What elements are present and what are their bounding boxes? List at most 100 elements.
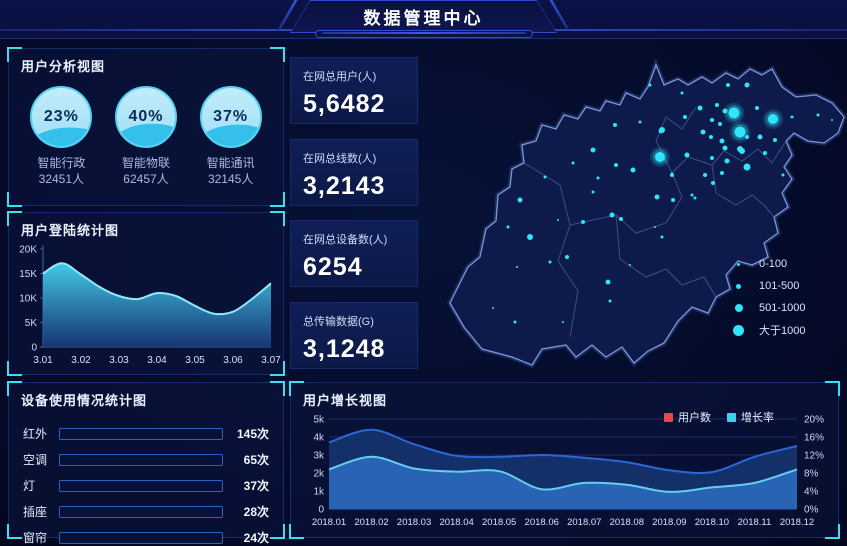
bar-track [59, 453, 223, 466]
svg-text:0: 0 [318, 505, 324, 516]
map-legend-label: 501-1000 [759, 302, 806, 314]
svg-text:2018.02: 2018.02 [354, 517, 388, 528]
panel-title-user-analysis: 用户分析视图 [21, 59, 106, 74]
svg-text:3.06: 3.06 [223, 355, 243, 366]
bar-track [59, 531, 223, 544]
map-legend-row: 501-1000 [732, 301, 806, 315]
stat-label: 总传输数据(G) [303, 315, 374, 328]
panel-title-device-usage: 设备使用情况统计图 [21, 393, 148, 408]
svg-text:2018.09: 2018.09 [652, 517, 686, 528]
svg-text:3.03: 3.03 [109, 355, 129, 366]
svg-text:15K: 15K [19, 269, 37, 280]
legend-item[interactable]: 增长率 [727, 409, 774, 425]
legend-marker-icon [664, 412, 673, 422]
gauge-label: 智能物联 62457人 [121, 156, 170, 187]
gauge-label: 智能行政 32451人 [37, 156, 86, 187]
liquid-gauge: 23% 智能行政 32451人 [21, 86, 101, 187]
stat-label: 在网总线数(人) [303, 152, 377, 165]
map-legend-label: 101-500 [759, 280, 800, 292]
corner-bracket-icon [7, 361, 22, 376]
panel-user-analysis: 用户分析视图 23% 智能行政 32451人 40% 智能物联 62457人 37%… [7, 47, 285, 207]
stat-value: 5,6482 [303, 90, 386, 118]
header-line-left [0, 29, 294, 31]
corner-bracket-icon [7, 211, 22, 226]
corner-bracket-icon [270, 211, 285, 226]
header-decoration [315, 30, 533, 38]
bar-label: 空调 [23, 453, 48, 467]
growth-dual-axis-chart: 0 1k 2k 3k 4k 5k 0% 4% 8% 12% 16% 20% 2018.01 2018.02… [297, 407, 834, 537]
map-legend-label: 大于1000 [759, 325, 806, 337]
gauge-circle: 23% [30, 86, 93, 148]
svg-text:2018.01: 2018.01 [312, 517, 346, 528]
panel-login-stats: 用户登陆统计图 0 5K 10K 15K 20K 3.01 3.02 3.03 3.04… [7, 211, 285, 376]
svg-text:4%: 4% [804, 487, 819, 498]
svg-text:2018.07: 2018.07 [567, 517, 601, 528]
svg-text:2018.06: 2018.06 [525, 517, 559, 528]
legend-dot-icon [733, 324, 744, 336]
stat-value: 3,1248 [303, 334, 386, 363]
svg-text:5k: 5k [313, 415, 325, 426]
corner-bracket-icon [825, 524, 840, 539]
svg-text:16%: 16% [804, 433, 824, 444]
svg-text:2018.05: 2018.05 [482, 517, 516, 528]
header: 数据管理中心 [0, 0, 847, 39]
corner-bracket-icon [825, 381, 840, 396]
bar-label: 红外 [23, 427, 48, 441]
svg-text:2k: 2k [313, 469, 325, 480]
device-bar-row: 窗帘 24次 [23, 529, 269, 546]
bar-value: 145次 [236, 427, 269, 441]
svg-text:12%: 12% [804, 451, 824, 462]
bar-track [59, 427, 223, 440]
svg-text:8%: 8% [804, 469, 819, 480]
map-legend-row: 0-100 [732, 257, 806, 271]
corner-bracket-icon [7, 381, 22, 396]
svg-text:3.04: 3.04 [147, 355, 167, 366]
corner-bracket-icon [270, 361, 285, 376]
svg-text:3.05: 3.05 [185, 355, 205, 366]
bar-value: 65次 [243, 453, 269, 467]
legend-dot-icon [737, 262, 740, 266]
svg-text:2018.10: 2018.10 [695, 517, 729, 528]
gauge-label: 智能通讯 32145人 [206, 156, 255, 187]
device-bar-row: 红外 145次 [23, 425, 269, 442]
stat-card: 总传输数据(G) 3,1248 [290, 301, 418, 369]
page-title: 数据管理中心 [363, 9, 484, 28]
header-title-box: 数据管理中心 [290, 0, 557, 33]
liquid-gauge: 40% 智能物联 62457人 [106, 86, 186, 187]
gauge-percent: 23% [43, 108, 79, 125]
bar-track [59, 505, 223, 518]
stat-card: 在网总设备数(人) 6254 [290, 220, 418, 288]
panel-device-usage: 设备使用情况统计图 红外 145次 空调 65次灯 37次 插座 28次 窗帘 24次 [7, 381, 285, 545]
svg-text:3k: 3k [313, 451, 325, 462]
panel-title-user-growth: 用户增长视图 [303, 393, 388, 408]
map-legend: 0-100 101-500 501-1000 大于1000 [732, 257, 806, 345]
bar-value: 28次 [243, 505, 269, 519]
legend-label: 增长率 [741, 412, 774, 424]
svg-text:0: 0 [31, 343, 37, 354]
stat-card: 在网总用户(人) 5,6482 [290, 57, 418, 124]
svg-text:4k: 4k [313, 433, 325, 444]
svg-text:2018.08: 2018.08 [610, 517, 644, 528]
bar-track [59, 479, 223, 492]
svg-text:2018.04: 2018.04 [439, 517, 473, 528]
header-line-right [553, 29, 847, 31]
svg-text:3.07: 3.07 [261, 355, 281, 366]
stat-value: 3,2143 [303, 171, 386, 200]
svg-text:2018.03: 2018.03 [397, 517, 431, 528]
svg-text:2018.12: 2018.12 [780, 517, 814, 528]
map-area: 0-100 101-500 501-1000 大于1000 [420, 45, 847, 378]
legend-label: 用户数 [678, 412, 711, 424]
legend-marker-icon [727, 412, 736, 422]
stat-value: 6254 [303, 253, 363, 282]
legend-item[interactable]: 用户数 [664, 409, 711, 425]
bar-label: 插座 [23, 505, 48, 519]
growth-legend: 用户数 增长率 [664, 409, 774, 425]
corner-bracket-icon [270, 192, 285, 207]
gauge-circle: 37% [199, 86, 262, 148]
stat-label: 在网总设备数(人) [303, 234, 388, 247]
bar-label: 灯 [23, 479, 36, 493]
gauge-row: 23% 智能行政 32451人 40% 智能物联 62457人 37% 智能通讯 32… [9, 78, 283, 187]
corner-bracket-icon [270, 524, 285, 539]
device-bar-row: 空调 65次 [23, 451, 269, 468]
bar-label: 窗帘 [23, 531, 48, 545]
